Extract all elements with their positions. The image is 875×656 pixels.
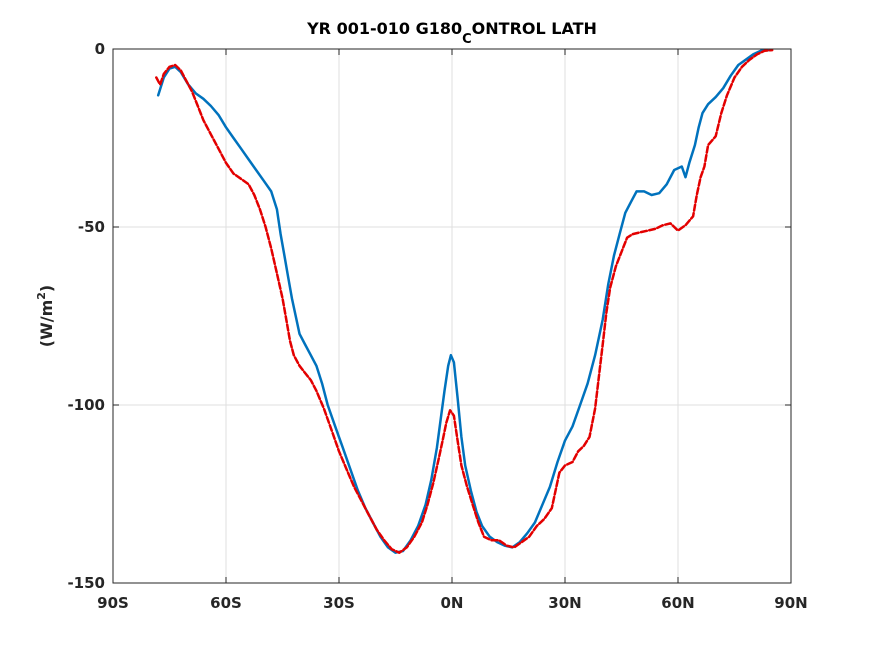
x-tick-label: 0N <box>441 594 464 612</box>
y-axis-label-close: ) <box>37 285 56 292</box>
y-tick-label: -50 <box>78 218 105 236</box>
tick-marks <box>112 48 792 584</box>
chart-title-main: YR 001-010 G180 <box>306 19 462 38</box>
y-axis-label-main: (W/m <box>37 300 56 347</box>
x-tick-label: 30S <box>323 594 355 612</box>
x-tick-label: 90S <box>97 594 129 612</box>
series-line-2 <box>155 48 774 554</box>
chart-title-rest: ONTROL LATH <box>472 19 597 38</box>
y-axis-label: (W/m2) <box>35 285 56 347</box>
series-layer <box>155 48 774 554</box>
y-axis-label-superscript: 2 <box>35 292 48 300</box>
series-line-1 <box>156 48 770 554</box>
x-tick-label: 60S <box>210 594 242 612</box>
x-tick-label: 60N <box>661 594 694 612</box>
chart-title: YR 001-010 G180CONTROL LATH <box>306 19 597 47</box>
x-tick-label: 90N <box>774 594 807 612</box>
x-tick-label: 30N <box>548 594 581 612</box>
tick-labels: 90S 60S 30S 0N 30N 60N 90N 0 -50 -100 -150 <box>67 40 807 612</box>
chart-title-subscript: C <box>462 32 472 47</box>
y-tick-label: -100 <box>67 396 105 414</box>
y-tick-label: -150 <box>67 574 105 592</box>
y-tick-label: 0 <box>95 40 105 58</box>
